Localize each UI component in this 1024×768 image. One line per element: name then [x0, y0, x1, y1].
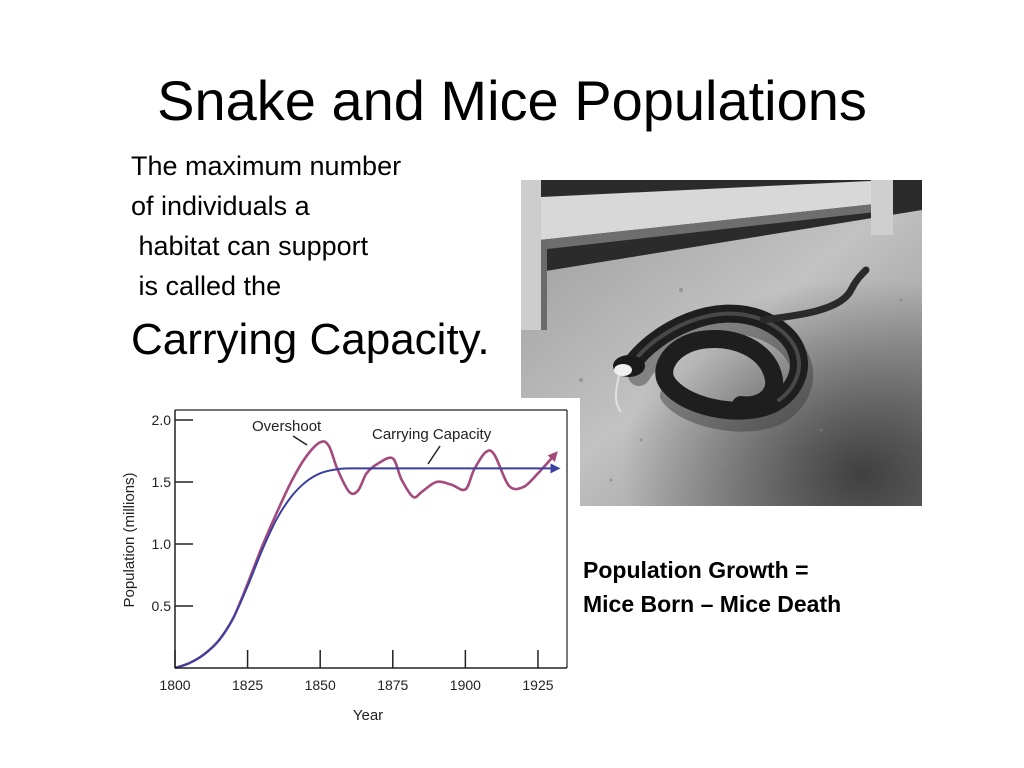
x-tick-label: 1825 — [232, 677, 263, 693]
definition-line: of individuals a — [131, 191, 310, 221]
x-tick-label: 1800 — [159, 677, 190, 693]
equation-line: Population Growth = — [583, 557, 809, 583]
y-tick-label: 2.0 — [152, 412, 172, 428]
y-tick-label: 0.5 — [152, 598, 172, 614]
carrying-capacity-pointer — [427, 445, 441, 465]
carrying-capacity-term: Carrying Capacity. — [131, 315, 490, 364]
x-axis-label: Year — [353, 707, 383, 724]
definition-line: habitat can support — [131, 231, 369, 261]
equation-line: Mice Born – Mice Death — [583, 591, 842, 617]
snake-photo — [521, 180, 922, 506]
carrying-capacity-annotation: Carrying Capacity — [372, 426, 492, 443]
y-tick-label: 1.0 — [152, 536, 172, 552]
overshoot-pointer — [292, 435, 308, 446]
x-tick-label: 1850 — [305, 677, 336, 693]
overshoot-annotation: Overshoot — [252, 418, 322, 435]
x-tick-label: 1925 — [522, 677, 553, 693]
x-tick-label: 1900 — [450, 677, 481, 693]
population-chart: 1800 1825 1850 1875 1900 1925 0.5 1.0 1.5 2.0 Yea… — [110, 398, 580, 728]
y-axis-label: Population (millions) — [121, 472, 138, 607]
definition-text: The maximum number of individuals a habit… — [131, 146, 401, 306]
x-tick-label: 1875 — [377, 677, 408, 693]
slide-title: Snake and Mice Populations — [157, 69, 867, 132]
definition-line: is called the — [131, 271, 282, 301]
definition-line: The maximum number — [131, 151, 402, 181]
population-growth-equation: Population Growth = Mice Born – Mice Dea… — [583, 553, 841, 621]
logistic-growth-line — [174, 463, 561, 669]
y-tick-label: 1.5 — [152, 474, 172, 490]
